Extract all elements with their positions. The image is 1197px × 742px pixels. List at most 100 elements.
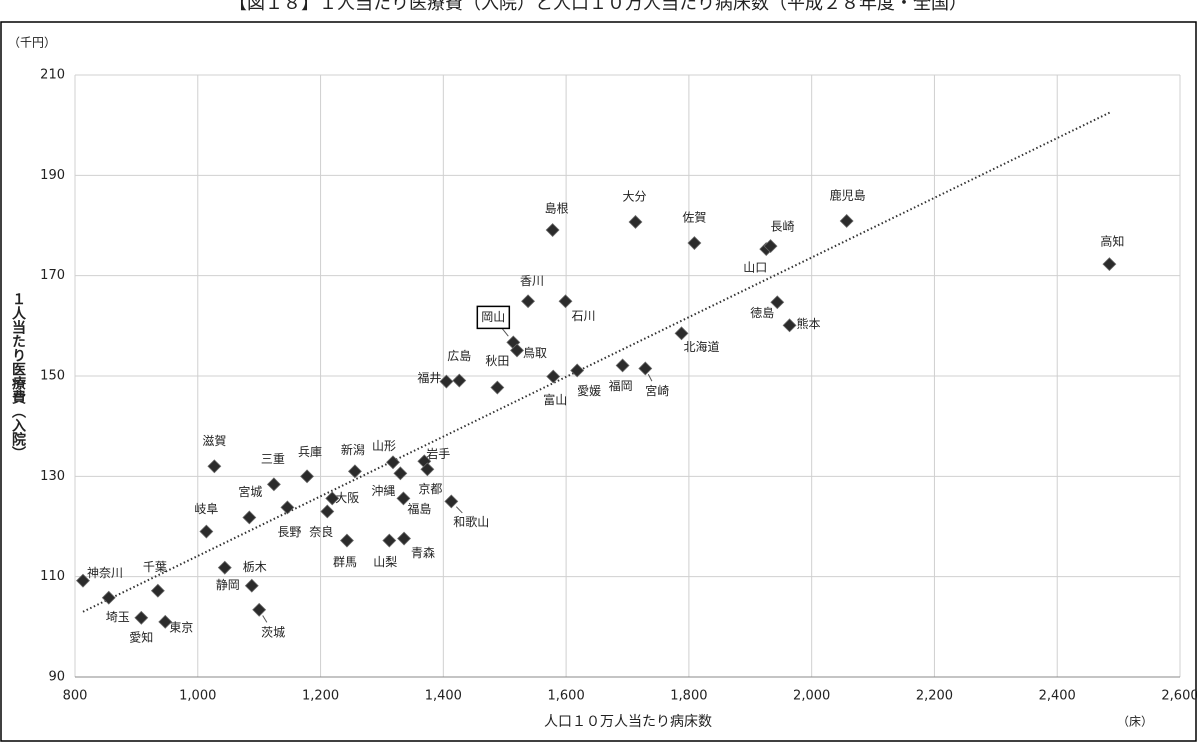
leader-line bbox=[455, 506, 463, 514]
data-point bbox=[150, 583, 165, 598]
point-label: 奈良 bbox=[309, 524, 333, 539]
y-tick-label: 170 bbox=[40, 268, 65, 283]
data-point bbox=[340, 533, 354, 548]
data-point bbox=[266, 477, 281, 492]
data-point bbox=[674, 326, 689, 341]
data-point bbox=[420, 462, 435, 477]
point-label: 栃木 bbox=[243, 560, 267, 574]
y-tick-label: 130 bbox=[40, 469, 65, 484]
leader-line bbox=[501, 328, 509, 337]
data-point bbox=[570, 363, 585, 378]
data-point bbox=[638, 361, 653, 376]
data-point bbox=[207, 459, 222, 474]
data-point bbox=[396, 491, 411, 506]
trendline bbox=[82, 111, 1112, 613]
point-label: 北海道 bbox=[684, 339, 720, 354]
data-point bbox=[348, 464, 362, 479]
point-label: 京都 bbox=[418, 482, 442, 496]
point-label: 岡山 bbox=[481, 310, 505, 324]
data-point bbox=[615, 358, 630, 373]
x-tick-label: 1,800 bbox=[670, 689, 707, 704]
point-label: 茨城 bbox=[261, 625, 285, 639]
point-label: 青森 bbox=[411, 545, 435, 560]
point-label: 群馬 bbox=[333, 555, 357, 569]
point-label: 島根 bbox=[545, 201, 569, 216]
x-tick-label: 2,400 bbox=[1039, 689, 1076, 704]
data-point bbox=[521, 294, 535, 309]
point-label: 佐賀 bbox=[682, 211, 706, 225]
data-point bbox=[101, 590, 116, 605]
data-point bbox=[558, 294, 573, 309]
point-label: 富山 bbox=[543, 392, 567, 407]
data-point bbox=[839, 214, 854, 228]
plot-area: 90 110 130 150 170 190 210 800 1,000 1,200 1,400 1,… bbox=[40, 68, 1197, 704]
point-label: 福岡 bbox=[609, 378, 633, 393]
point-label: 熊本 bbox=[797, 316, 821, 331]
data-point bbox=[1102, 257, 1117, 272]
data-point bbox=[325, 491, 340, 506]
data-point bbox=[782, 318, 797, 333]
data-point bbox=[320, 504, 335, 519]
data-point bbox=[199, 524, 214, 539]
point-label: 広島 bbox=[447, 348, 471, 363]
data-point bbox=[217, 560, 232, 575]
point-label: 千葉 bbox=[143, 560, 167, 574]
y-unit: （千円） bbox=[8, 36, 56, 50]
y-tick-label: 150 bbox=[40, 369, 65, 384]
leader-line bbox=[262, 615, 268, 623]
data-point bbox=[280, 500, 295, 515]
data-point bbox=[490, 380, 505, 395]
x-tick-label: 1,000 bbox=[179, 689, 216, 704]
point-label: 宮崎 bbox=[645, 383, 669, 398]
point-label: 石川 bbox=[571, 309, 595, 323]
data-point bbox=[386, 455, 400, 470]
y-tick-label: 190 bbox=[40, 168, 65, 183]
point-label: 大分 bbox=[622, 189, 646, 203]
point-label: 和歌山 bbox=[453, 514, 489, 529]
x-tick-label: 1,400 bbox=[425, 689, 462, 704]
data-point bbox=[393, 466, 408, 481]
x-unit: （床） bbox=[1117, 715, 1153, 729]
data-point bbox=[452, 373, 467, 388]
x-tick-label: 2,000 bbox=[793, 689, 830, 704]
y-tick-label: 90 bbox=[48, 670, 65, 685]
chart-title: 【図１８】１人当たり医療費（入院）と人口１０万人当たり病床数（平成２８年度・全国… bbox=[229, 0, 967, 14]
data-point bbox=[242, 510, 257, 525]
data-point bbox=[244, 578, 259, 593]
point-label: 長野 bbox=[277, 525, 301, 539]
data-point bbox=[300, 469, 314, 484]
point-label: 山形 bbox=[372, 439, 396, 453]
x-tick-label: 2,600 bbox=[1161, 689, 1197, 704]
x-axis-title: 人口１０万人当たり病床数 bbox=[544, 714, 712, 730]
leader-line bbox=[647, 373, 653, 382]
point-label: 福井 bbox=[417, 370, 441, 385]
point-label: 秋田 bbox=[485, 354, 509, 368]
data-point bbox=[510, 343, 524, 358]
y-tick-label: 110 bbox=[40, 569, 65, 584]
x-tick-label: 800 bbox=[63, 689, 88, 704]
data-point bbox=[444, 494, 459, 509]
x-tick-label: 2,200 bbox=[916, 689, 953, 704]
point-label: 鹿児島 bbox=[830, 187, 866, 202]
point-label: 兵庫 bbox=[298, 445, 322, 459]
point-label: 岐阜 bbox=[194, 502, 218, 516]
data-point bbox=[763, 239, 778, 253]
point-label: 三重 bbox=[261, 452, 285, 466]
point-label: 香川 bbox=[520, 274, 544, 288]
data-point bbox=[382, 533, 397, 548]
point-label: 大阪 bbox=[335, 491, 359, 505]
x-tick-label: 1,600 bbox=[548, 689, 585, 704]
point-label: 長崎 bbox=[771, 220, 795, 234]
y-tick-label: 210 bbox=[40, 68, 65, 83]
chart-frame bbox=[0, 21, 1197, 742]
point-label: 新潟 bbox=[341, 442, 365, 457]
point-label: 静岡 bbox=[216, 578, 240, 592]
data-point bbox=[397, 531, 411, 546]
point-label: 岩手 bbox=[426, 446, 450, 461]
data-point bbox=[546, 369, 561, 384]
data-point bbox=[134, 610, 149, 625]
data-point bbox=[687, 236, 702, 250]
point-label: 福島 bbox=[407, 501, 431, 516]
point-label: 滋賀 bbox=[202, 434, 226, 448]
